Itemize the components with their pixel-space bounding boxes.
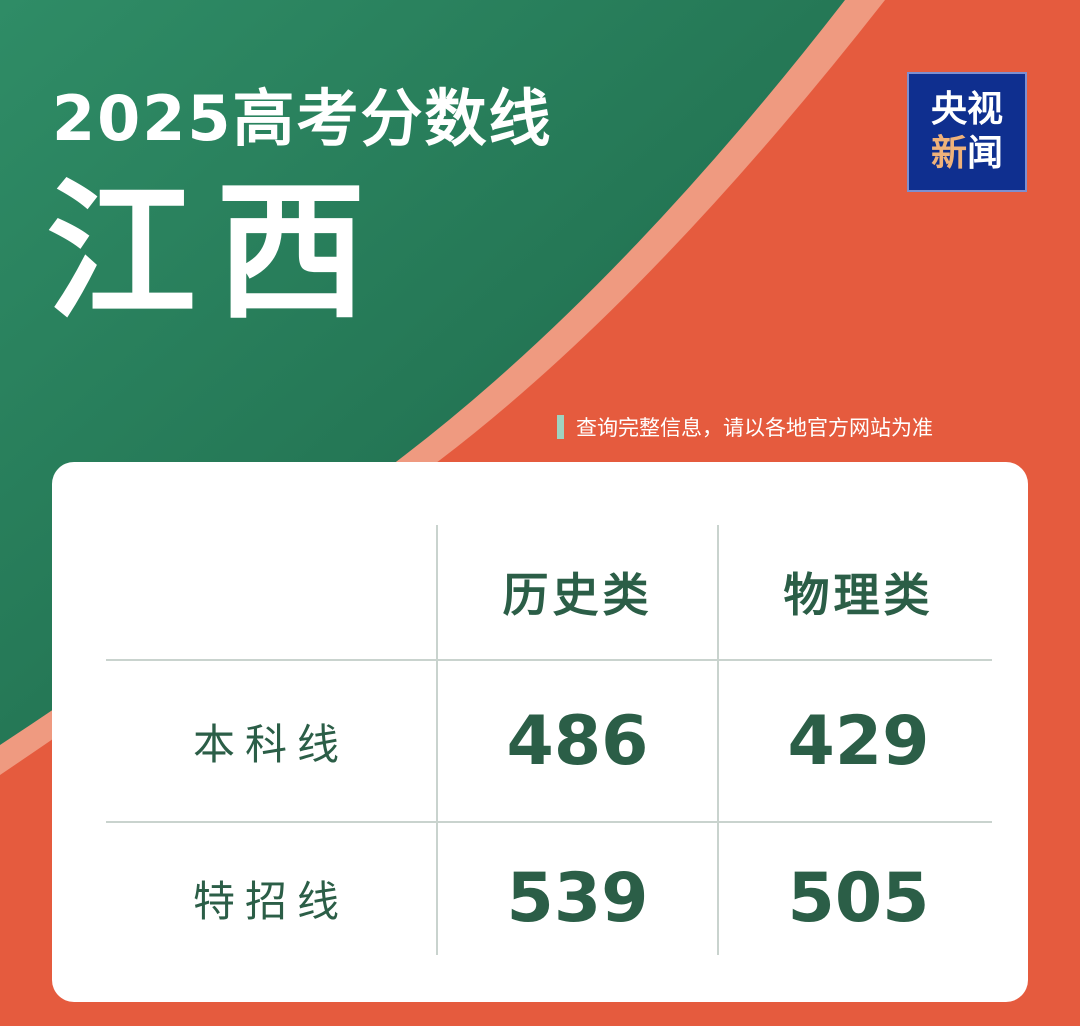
logo-char: 闻 — [967, 133, 1004, 174]
divider — [106, 659, 992, 661]
score-cell: 486 — [506, 701, 649, 781]
score-cell: 505 — [787, 858, 930, 938]
row-label-special: 特招线 — [192, 876, 349, 926]
note-bar — [557, 415, 564, 439]
score-table: 历史类 物理类 本科线 486 429 特招线 539 505 — [52, 462, 1028, 1002]
divider — [717, 525, 719, 955]
cctv-news-logo: 央视 新闻 — [907, 72, 1027, 192]
logo-line2: 新闻 — [931, 132, 1003, 176]
score-cell: 539 — [506, 858, 649, 938]
score-cell: 429 — [787, 701, 930, 781]
logo-char: 新 — [930, 133, 967, 174]
disclaimer: 查询完整信息，请以各地官方网站为准 — [557, 412, 933, 442]
logo-line1: 央视 — [930, 89, 1003, 130]
row-label-undergrad: 本科线 — [192, 719, 349, 769]
column-header-physics: 物理类 — [783, 568, 934, 622]
divider — [106, 821, 992, 823]
province-title: 江西 — [46, 166, 387, 340]
disclaimer-text: 查询完整信息，请以各地官方网站为准 — [576, 416, 933, 440]
divider — [436, 525, 438, 955]
column-header-history: 历史类 — [502, 568, 653, 622]
page-title: 2025高考分数线 — [52, 82, 553, 155]
